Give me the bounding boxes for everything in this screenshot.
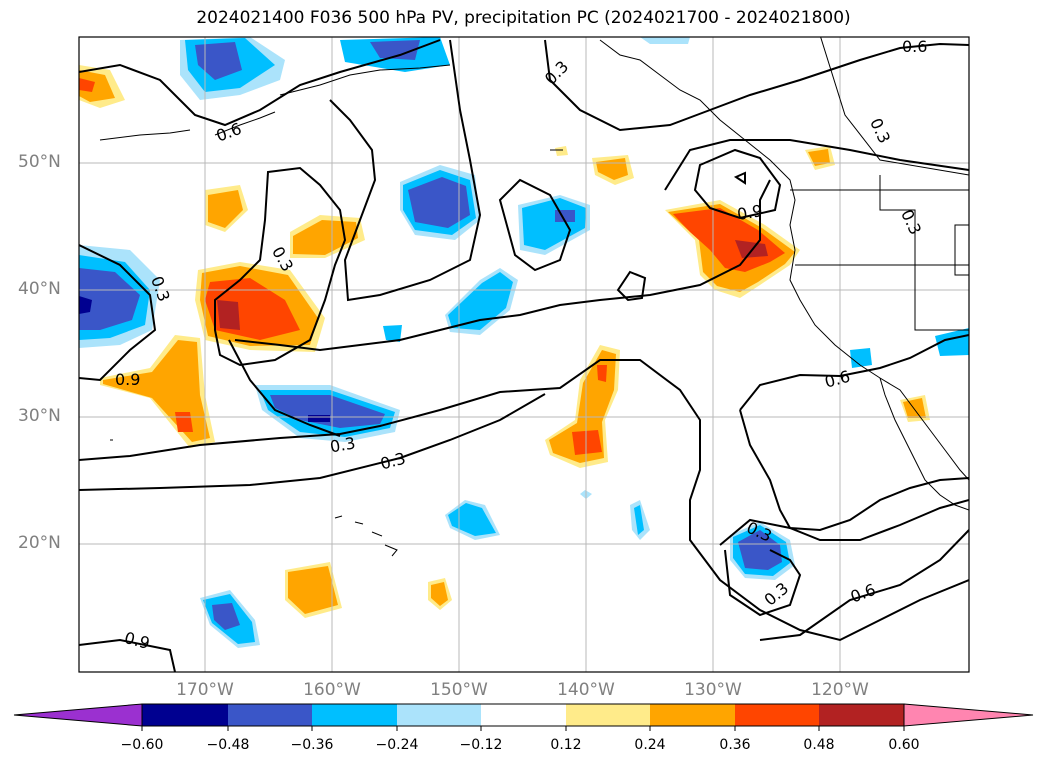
colorbar-min-extension bbox=[13, 703, 143, 727]
map-title: 2024021400 F036 500 hPa PV, precipitatio… bbox=[196, 8, 851, 28]
colorbar-tick-label: −0.12 bbox=[459, 737, 503, 753]
latitude-label: 40°N bbox=[18, 279, 61, 299]
colorbar-max-extension bbox=[903, 703, 1034, 727]
latitude-label: 20°N bbox=[18, 533, 61, 553]
pv-contours bbox=[79, 39, 969, 672]
latitude-label: 50°N bbox=[18, 152, 61, 172]
colorbar-bin bbox=[312, 704, 397, 726]
longitude-label: 150°W bbox=[430, 680, 488, 700]
colorbar-outline bbox=[141, 703, 905, 727]
colorbar-tick-label: 0.60 bbox=[888, 737, 920, 753]
colorbar-tick-label: −0.36 bbox=[290, 737, 334, 753]
colorbar-bin bbox=[228, 704, 312, 726]
longitude-label: 130°W bbox=[684, 680, 742, 700]
longitude-label: 170°W bbox=[176, 680, 234, 700]
longitude-label: 140°W bbox=[557, 680, 615, 700]
contour-label: 0.6 bbox=[902, 37, 927, 56]
colorbar bbox=[13, 703, 1034, 731]
colorbar-tick-label: 0.48 bbox=[803, 737, 835, 753]
colorbar-bin bbox=[819, 704, 904, 726]
colorbar-tick-label: −0.48 bbox=[206, 737, 250, 753]
latitude-label: 30°N bbox=[18, 406, 61, 426]
colorbar-tick-label: −0.60 bbox=[120, 737, 164, 753]
colorbar-bin bbox=[566, 704, 650, 726]
coastlines bbox=[99, 37, 969, 557]
contour-label: 0.9 bbox=[115, 370, 140, 389]
colorbar-tick-label: 0.12 bbox=[550, 737, 582, 753]
map-gridlines bbox=[79, 37, 969, 672]
contour-labels: 0.6 0.3 0.6 0.9 0.3 0.3 0.3 0.3 0.9 0.3 … bbox=[115, 37, 927, 653]
longitude-label: 160°W bbox=[303, 680, 361, 700]
colorbar-bin bbox=[650, 704, 735, 726]
contour-label: 0.3 bbox=[328, 433, 356, 456]
map-frame bbox=[78, 36, 970, 673]
colorbar-bin bbox=[735, 704, 819, 726]
map-panel bbox=[79, 37, 969, 672]
colorbar-ticks bbox=[141, 726, 905, 731]
colorbar-tick-label: −0.24 bbox=[375, 737, 419, 753]
longitude-label: 120°W bbox=[811, 680, 869, 700]
colorbar-tick-label: 0.36 bbox=[719, 737, 751, 753]
contour-label: 0.9 bbox=[736, 201, 764, 224]
colorbar-bin bbox=[397, 704, 481, 726]
colorbar-bin bbox=[481, 704, 566, 726]
colorbar-tick-label: 0.24 bbox=[634, 737, 666, 753]
colorbar-bin bbox=[142, 704, 228, 726]
